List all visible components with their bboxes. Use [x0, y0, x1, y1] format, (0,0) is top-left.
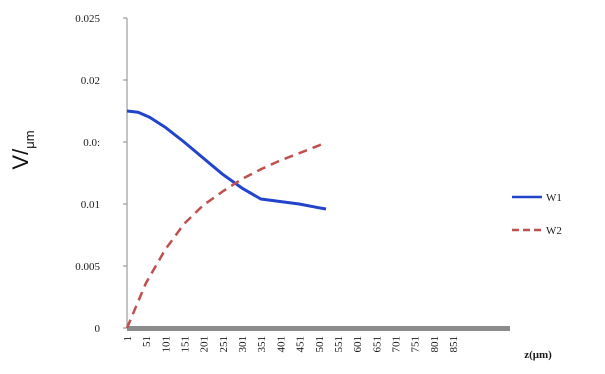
x-tick-label: 751: [410, 336, 422, 353]
series-line-w1: [126, 109, 327, 211]
x-tick-label: 701: [390, 336, 402, 353]
y-tick-label: 0.01: [81, 199, 100, 211]
x-tick-label: 1: [122, 336, 134, 342]
x-tick-label: 151: [180, 336, 192, 353]
legend-label-w1: W1: [546, 192, 562, 204]
x-tick-label: 601: [352, 336, 364, 353]
x-tick-label: 501: [314, 336, 326, 353]
x-tick-label: 101: [160, 336, 172, 353]
x-tick-label: 451: [295, 336, 307, 353]
x-axis-line: [127, 326, 510, 331]
x-tick-label: 651: [371, 336, 383, 353]
x-ticks: 1 51 101 151 201 251 301 351 401 451 501 551 601 651 7…: [122, 336, 460, 353]
y-ticks: 0 0.005 0.01 0.0: 0.02 0.025: [75, 13, 127, 335]
x-axis-title: z(μm): [524, 349, 552, 361]
series-line-w2: [125, 140, 327, 329]
y-axis-title: V/μm: [8, 130, 37, 169]
series-layer: [125, 109, 327, 329]
y-tick-label: 0.0:: [83, 137, 100, 149]
x-tick-label: 51: [141, 336, 153, 347]
x-tick-label: 301: [237, 336, 249, 353]
x-tick-label: 401: [275, 336, 287, 353]
y-tick-label: 0.005: [75, 261, 100, 273]
x-tick-label: 251: [218, 336, 230, 353]
legend-label-w2: W2: [546, 225, 562, 237]
x-tick-label: 551: [333, 336, 345, 353]
x-tick-label: 801: [429, 336, 441, 353]
legend: W1 W2: [512, 192, 562, 237]
y-tick-label: 0.02: [81, 75, 100, 87]
x-tick-label: 351: [256, 336, 268, 353]
x-tick-label: 201: [199, 336, 211, 353]
y-tick-label: 0.025: [75, 13, 100, 25]
y-tick-label: 0: [95, 323, 101, 335]
x-tick-label: 851: [448, 336, 460, 353]
